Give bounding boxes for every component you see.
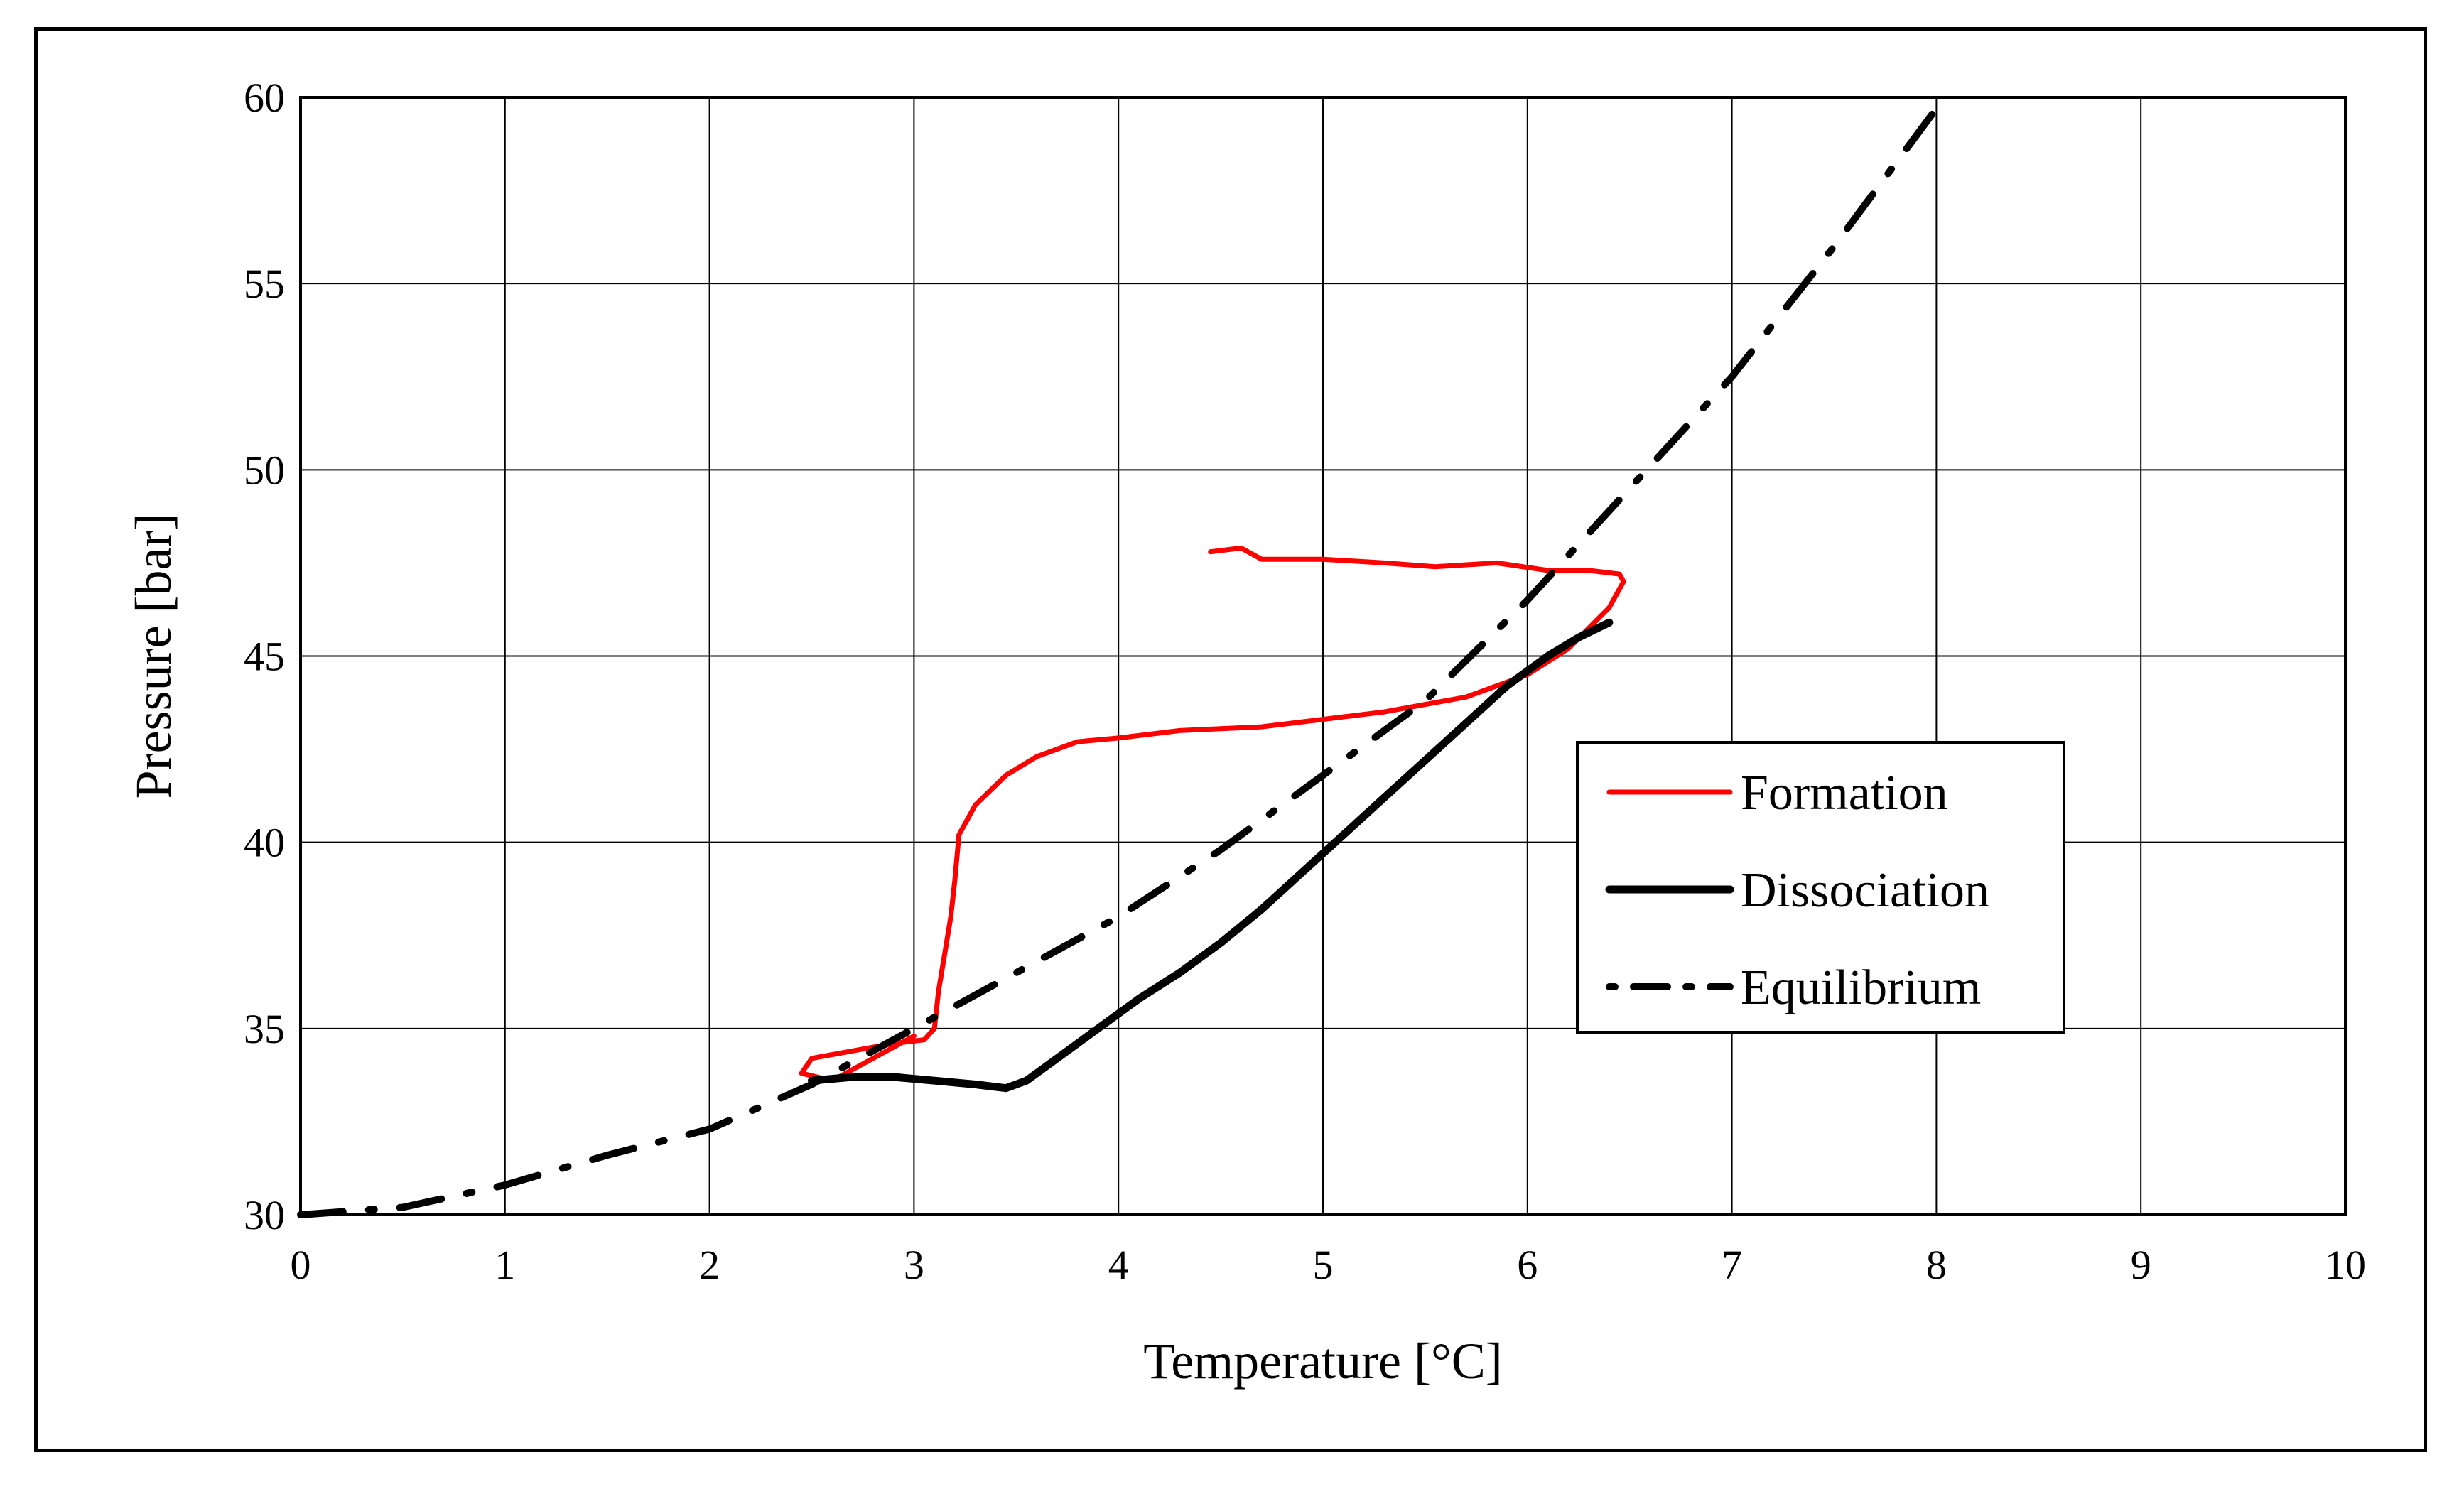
x-tick-label: 7	[1722, 1242, 1742, 1288]
y-tick-label: 35	[244, 1006, 285, 1052]
x-tick-label: 8	[1926, 1242, 1947, 1288]
grid	[300, 97, 2346, 1215]
series-dissociation-line	[808, 618, 1614, 1093]
x-tick-label: 2	[699, 1242, 720, 1288]
x-tick-label: 6	[1517, 1242, 1538, 1288]
x-axis-title: Temperature [°C]	[1143, 1333, 1503, 1390]
y-axis-title: Pressure [bar]	[125, 514, 182, 799]
x-tick-label: 5	[1313, 1242, 1334, 1288]
y-tick-label: 55	[244, 261, 285, 307]
legend-label-dissociation: Dissociation	[1741, 863, 1989, 918]
y-tick-label: 45	[244, 634, 285, 680]
plot-border	[299, 96, 2347, 1216]
legend-label-formation: Formation	[1741, 766, 1948, 821]
chart-frame	[34, 27, 2427, 1452]
x-tick-label: 3	[904, 1242, 924, 1288]
x-tick-label: 9	[2131, 1242, 2151, 1288]
x-tick-label: 1	[495, 1242, 515, 1288]
x-tick-label: 0	[291, 1242, 311, 1288]
y-tick-label: 50	[244, 447, 285, 493]
legend: Formation Dissociation Equilibrium	[1576, 741, 2065, 1034]
x-tick-label: 4	[1108, 1242, 1129, 1288]
series-formation-line	[799, 545, 1626, 1083]
x-tick-label: 10	[2325, 1242, 2366, 1288]
y-tick-label: 60	[244, 75, 285, 121]
series-layer	[297, 104, 1940, 1218]
legend-label-equilibrium: Equilibrium	[1741, 960, 1981, 1015]
series-equilibrium-line	[297, 104, 1940, 1218]
y-tick-label: 30	[244, 1192, 285, 1238]
y-tick-label: 40	[244, 820, 285, 866]
